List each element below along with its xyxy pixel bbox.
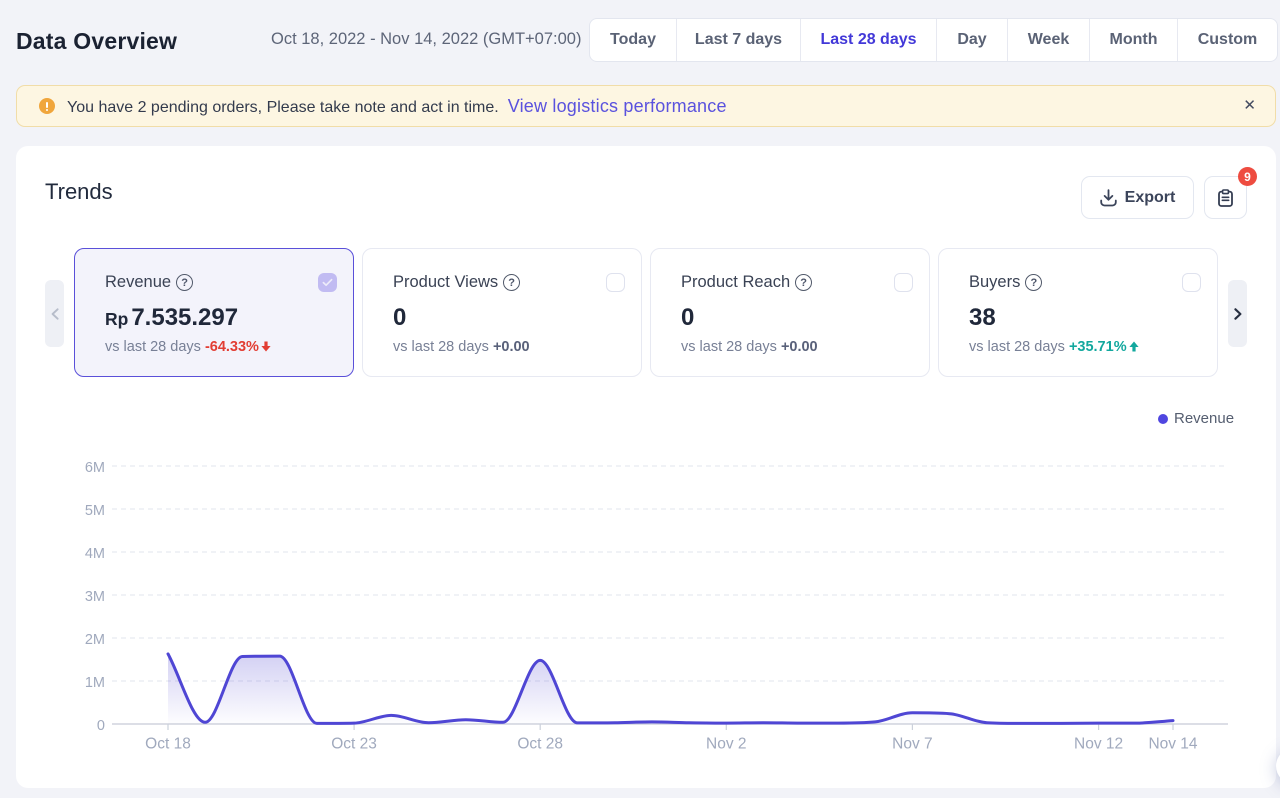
svg-text:2M: 2M xyxy=(85,632,105,648)
svg-text:3M: 3M xyxy=(85,589,105,605)
svg-text:Oct 23: Oct 23 xyxy=(331,736,377,753)
svg-text:Nov 14: Nov 14 xyxy=(1148,736,1197,753)
svg-text:Oct 28: Oct 28 xyxy=(517,736,563,753)
svg-text:Nov 7: Nov 7 xyxy=(892,736,933,753)
svg-text:4M: 4M xyxy=(85,546,105,562)
svg-text:6M: 6M xyxy=(85,460,105,476)
svg-text:0: 0 xyxy=(97,718,105,734)
svg-text:Nov 12: Nov 12 xyxy=(1074,736,1123,753)
svg-text:1M: 1M xyxy=(85,675,105,691)
svg-text:Nov 2: Nov 2 xyxy=(706,736,747,753)
svg-text:Oct 18: Oct 18 xyxy=(145,736,191,753)
svg-text:5M: 5M xyxy=(85,503,105,519)
